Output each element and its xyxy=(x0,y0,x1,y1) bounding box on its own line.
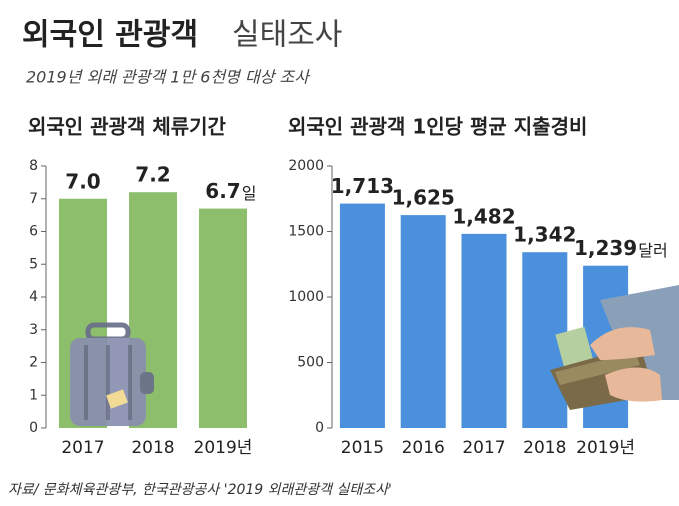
value-unit: 달러 xyxy=(638,241,667,260)
y-tick-label: 3 xyxy=(29,322,38,338)
y-tick-label: 6 xyxy=(29,224,38,240)
y-tick-label: 1500 xyxy=(288,224,324,240)
value-label: 7.2 xyxy=(135,163,170,187)
y-tick-label: 2 xyxy=(29,355,38,371)
x-tick-label: 2018 xyxy=(131,438,174,458)
chart-title: 외국인 관광객 체류기간 xyxy=(28,115,227,139)
value-label: 1,713 xyxy=(331,174,394,198)
bar xyxy=(461,233,507,428)
y-tick-label: 1000 xyxy=(288,289,324,305)
suitcase-illustration xyxy=(70,322,154,426)
y-tick-label: 0 xyxy=(29,420,38,436)
bar xyxy=(199,208,247,428)
value-label: 1,482 xyxy=(452,204,515,228)
value-label: 6.7 xyxy=(205,179,240,203)
y-tick-label: 7 xyxy=(29,191,38,207)
x-tick-label: 2016 xyxy=(402,438,445,458)
y-tick-label: 2000 xyxy=(288,158,324,174)
subtitle: 2019년 외래 관광객 1만 6천명 대상 조사 xyxy=(26,68,311,87)
y-tick-label: 5 xyxy=(29,256,38,272)
y-tick-label: 0 xyxy=(315,420,324,436)
bar xyxy=(339,203,385,428)
x-tick-label: 2017 xyxy=(462,438,505,458)
x-tick-label: 2019년 xyxy=(194,438,253,458)
source: 자료/ 문화체육관광부, 한국관광공사 '2019 외래관광객 실태조사' xyxy=(8,482,392,498)
title-sub: 실태조사 xyxy=(232,18,342,53)
x-tick-label: 2015 xyxy=(341,438,384,458)
value-label: 7.0 xyxy=(65,169,100,193)
chart-title: 외국인 관광객 1인당 평균 지출경비 xyxy=(288,115,587,139)
x-tick-label: 2018 xyxy=(523,438,566,458)
value-label: 1,239 xyxy=(574,236,637,260)
x-tick-label: 2017 xyxy=(61,438,104,458)
x-tick-label: 2019년 xyxy=(576,438,635,458)
value-unit: 일 xyxy=(242,184,257,203)
value-label: 1,625 xyxy=(392,186,455,210)
bar xyxy=(400,215,446,428)
value-label: 1,342 xyxy=(513,223,576,247)
y-tick-label: 1 xyxy=(29,387,38,403)
y-tick-label: 500 xyxy=(297,355,324,371)
y-tick-label: 8 xyxy=(29,158,38,174)
title-main: 외국인 관광객 xyxy=(22,18,198,53)
wallet-illustration xyxy=(550,285,679,410)
y-tick-label: 4 xyxy=(29,289,38,305)
